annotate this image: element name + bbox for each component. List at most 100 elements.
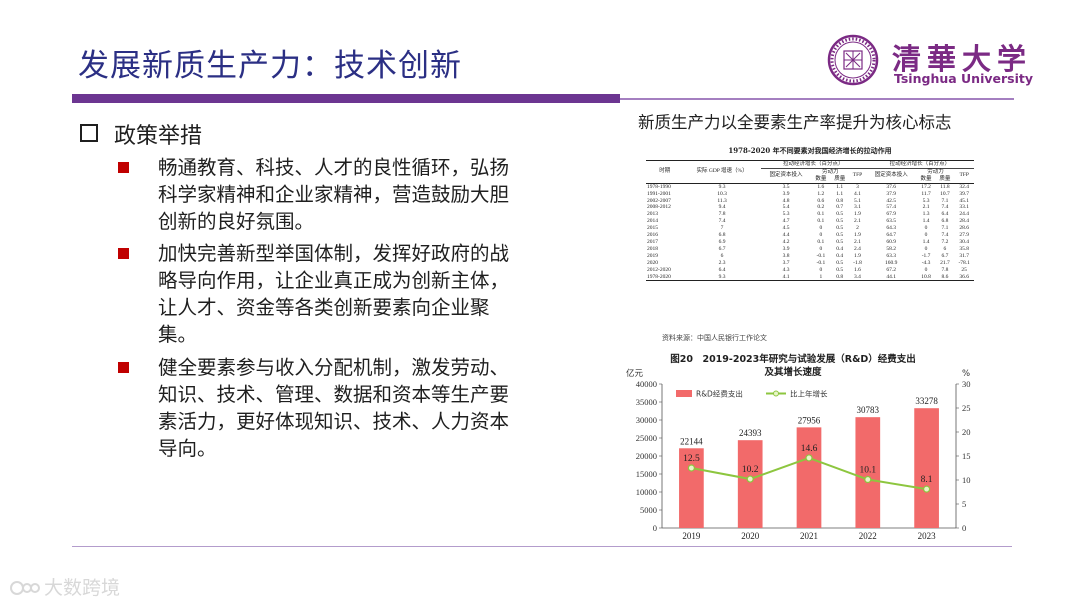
figure-caption: 新质生产力以全要素生产率提升为核心标志 [638,113,952,132]
table-cell: 1978-1990 [646,182,684,191]
y-left-tick-label: 20000 [636,451,657,461]
bullet-text: 健全要素参与收入分配机制，激发劳动、知识、技术、管理、数据和资本等生产要素活力，… [158,356,510,460]
table-source: 资料来源：中国人民银行工作论文 [662,334,767,342]
table-cell: 2020 [647,259,658,266]
table-cell: 0.5 [836,232,844,239]
table-cell: 2017 [647,238,658,245]
rd-spending-chart: 图20 2019-2023年研究与试验发展（R&D）经费支出 及其增长速度 亿元… [618,348,988,543]
table-cell: 1.3 [922,211,930,218]
table-cell: 2002-2007 [647,197,671,204]
table-row: 2018 6.7 3.9 0 0.4 2.4 58.2 0 6 35.8 [646,246,974,253]
table-cell: 0.8 [836,197,844,204]
rd-bar [914,408,939,528]
table-row: 1978-2020 9.3 4.1 1 0.8 3.4 44.1 10.8 8.6 36.6 [646,273,974,282]
col-capital: 固定资本投入 [769,172,803,179]
table-cell: 9.3 [683,273,761,282]
table-cell: 1.6 [811,182,831,191]
bullet-text: 加快完善新型举国体制，发挥好政府的战略导向作用，让企业真正成为创新主体，让人才、… [158,242,510,346]
table-cell: 44.1 [865,273,917,282]
table-cell: 1991-2001 [647,190,671,197]
col-gdp: 实际 GDP 增速（%） [683,160,761,184]
table-cell: 37.9 [886,190,897,197]
rd-bar [796,427,822,528]
y-left-tick-label: 10000 [636,487,657,497]
col-qty: 数量 [815,175,827,182]
table-row: 1991-2001 10.3 3.9 1.2 1.1 4.1 37.9 11.7 10.7 39.… [646,191,974,198]
table-cell: 58.2 [886,245,897,252]
table-cell: 3 [849,182,866,191]
x-tick-label: 2022 [859,531,877,541]
growth-rate-label: 10.1 [859,466,876,476]
table-cell: 0.5 [836,259,844,266]
footer-divider [72,546,1012,547]
bullet-text: 畅通教育、科技、人才的良性循环，弘扬科学家精神和企业家精神，营造鼓励大胆创新的良… [158,156,510,233]
table-cell: 0 [819,266,823,273]
growth-rate-point [746,475,754,483]
growth-rate-point [805,454,813,462]
table-cell: 67.9 [886,211,897,218]
table-cell: 4.5 [782,225,790,232]
watermark: 大数跨境 [8,573,120,600]
table-cell: 11.8 [935,182,955,191]
table-cell: 6.7 [718,245,726,252]
table-cell: 4.8 [782,197,790,204]
col-capital-2: 固定资本投入 [874,172,908,179]
table-cell: 2.1 [922,204,930,211]
slide-title: 发展新质生产力：技术创新 [78,48,462,84]
table-cell: 1.1 [830,182,850,191]
table-cell: 0.1 [817,218,825,225]
table-cell: 6.9 [718,238,726,245]
table-cell: 3.9 [782,190,790,197]
table-cell: 10.8 [916,273,936,282]
table-cell: 27.9 [959,232,969,239]
section-heading-text: 政策举措 [114,124,203,149]
table-cell: -1.7 [921,252,931,259]
table-cell: 2018 [647,245,658,252]
x-tick-label: 2021 [800,531,818,541]
table-cell: 7 [720,225,724,232]
rd-bar [737,440,763,528]
table-cell: 6.7 [941,252,949,259]
table-cell: 25 [961,266,967,273]
table-cell: 0 [924,225,928,232]
table-cell: 9.3 [683,182,761,191]
chart-subtitle: 及其增长速度 [764,366,822,378]
table-cell: 1.6 [854,266,861,273]
rd-bar-value-label: 22144 [680,436,703,446]
rd-bar-value-label: 24393 [739,428,762,438]
table-cell: 2019 [647,252,658,259]
table-cell: 0.8 [830,273,850,282]
table-cell: 4.3 [782,266,790,273]
table-cell: 32.4 [954,182,974,191]
table-cell: 30.4 [959,238,969,245]
table-cell: 0 [924,232,928,239]
table-cell: -1.8 [853,259,862,266]
watermark-logo-icon [10,581,40,595]
x-tick-label: 2023 [918,531,937,541]
table-cell: 4.4 [782,232,790,239]
growth-rate-point [923,485,931,493]
table-cell: 0.7 [836,204,844,211]
y-right-tick-label: 5 [962,499,966,509]
legend-line-label: 比上年增长 [790,389,828,399]
col-quality-2: 质量 [939,175,951,182]
table-cell: 63.3 [886,252,897,259]
growth-rate-label: 8.1 [921,475,933,485]
table-cell: 2013 [647,211,658,218]
table-cell: 3.7 [782,259,790,266]
table-cell: 36.6 [954,273,974,282]
table-row: 2015 7 4.5 0 0.5 2 64.3 0 7.1 28.6 [646,225,974,232]
rd-bar-value-label: 30783 [857,405,880,415]
table-body: 1978-1990 9.3 3.5 1.6 1.1 3 37.6 17.2 11.8 32.4 19… [646,182,974,282]
table-cell: 1.9 [854,211,861,218]
table-cell: 57.4 [886,204,897,211]
bullet-square-icon [118,248,129,259]
table-cell: 3.9 [782,245,790,252]
logo-chinese-name: 清華大学 [892,42,1033,76]
table-cell: 7.1 [941,225,949,232]
logo-english-name: Tsinghua University [894,71,1033,86]
table-cell: 9.4 [718,204,726,211]
table-cell: 64.3 [886,225,897,232]
table-cell: 31.7 [959,252,969,259]
watermark-text: 大数跨境 [44,577,121,599]
